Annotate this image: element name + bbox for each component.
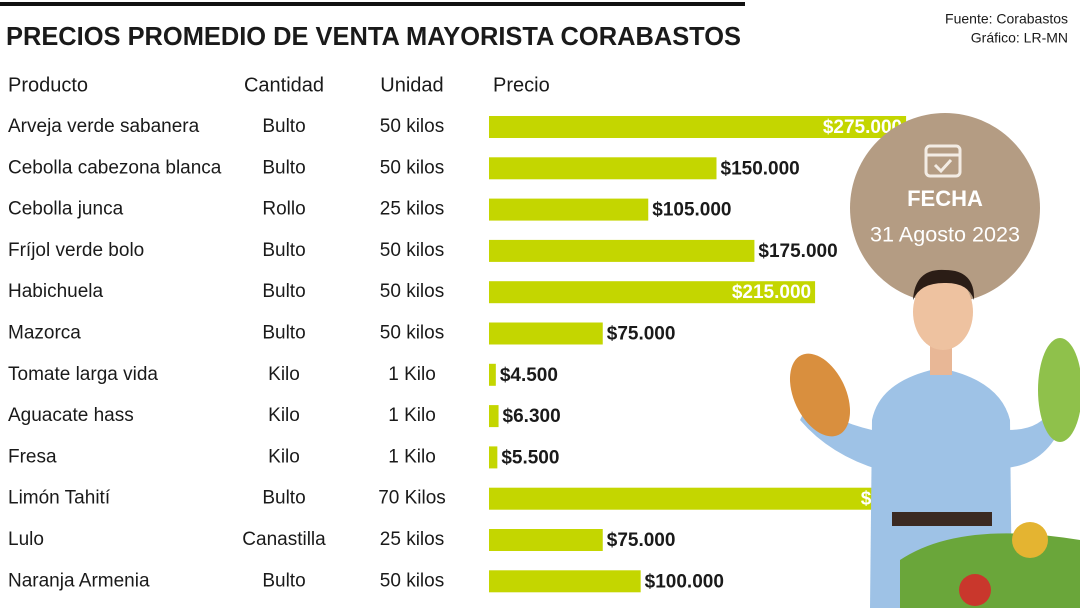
product: Fríjol verde bolo (8, 240, 144, 261)
product: Cebolla cabezona blanca (8, 157, 222, 178)
value-label: $75.000 (607, 324, 676, 345)
product: Habichuela (8, 281, 103, 302)
column-header: Unidad (380, 74, 443, 96)
head (913, 274, 973, 350)
bar (489, 487, 944, 510)
unit: 50 kilos (380, 240, 444, 261)
illustration: FECHA 31 Agosto 2023 (789, 113, 1080, 608)
unit: 50 kilos (380, 570, 444, 591)
bar (489, 446, 498, 469)
value-label: $5.500 (501, 447, 559, 468)
source: Fuente: Corabastos (945, 11, 1068, 27)
bar (489, 363, 496, 386)
value-label: $100.000 (645, 571, 724, 592)
bar (489, 157, 717, 180)
unit: 50 kilos (380, 281, 444, 302)
quantity: Kilo (268, 405, 300, 426)
quantity: Bulto (262, 157, 305, 178)
bar (489, 116, 907, 138)
column-header: Producto (8, 74, 88, 96)
unit: 25 kilos (380, 529, 444, 550)
product: Naranja Armenia (8, 570, 150, 591)
product: Limón Tahití (8, 488, 111, 509)
badge-title: FECHA (907, 186, 983, 211)
value-label: $4.500 (500, 365, 558, 386)
product: Lulo (8, 529, 44, 550)
product: Tomate larga vida (8, 364, 158, 385)
quantity: Bulto (262, 281, 305, 302)
unit: 1 Kilo (388, 446, 436, 467)
unit: 50 kilos (380, 116, 444, 137)
quantity: Rollo (262, 199, 305, 220)
bar (489, 281, 816, 304)
bar (489, 239, 755, 262)
quantity: Bulto (262, 488, 305, 509)
bar (489, 198, 649, 221)
value-label: $6.300 (503, 406, 561, 427)
value-label: $215.000 (732, 282, 811, 303)
bread (789, 353, 851, 437)
quantity: Kilo (268, 446, 300, 467)
calendar-icon (924, 144, 962, 178)
value-label: $175.000 (758, 241, 837, 262)
bar (489, 570, 641, 593)
unit: 25 kilos (380, 199, 444, 220)
quantity: Kilo (268, 364, 300, 385)
value-label: $150.000 (721, 158, 800, 179)
quantity: Bulto (262, 570, 305, 591)
quantity: Canastilla (242, 529, 326, 550)
value-label: $75.000 (607, 530, 676, 551)
product: Fresa (8, 446, 57, 467)
bars: Arveja verde sabanera Bulto 50 kilos $275.0… (8, 116, 944, 592)
product: Mazorca (8, 323, 81, 344)
bar (489, 322, 603, 345)
unit: 1 Kilo (388, 364, 436, 385)
unit: 50 kilos (380, 157, 444, 178)
product: Cebolla junca (8, 199, 124, 220)
product: Aguacate hass (8, 405, 134, 426)
badge (850, 113, 1040, 303)
badge-date: 31 Agosto 2023 (870, 224, 1020, 247)
bar (489, 529, 603, 551)
column-header: Precio (493, 74, 550, 96)
bar (489, 405, 499, 428)
chart-title: PRECIOS PROMEDIO DE VENTA MAYORISTA CORA… (6, 21, 741, 51)
lettuce (1038, 338, 1080, 442)
unit: 70 Kilos (378, 488, 446, 509)
value-label: $275.000 (823, 117, 902, 138)
product: Arveja verde sabanera (8, 116, 200, 137)
quantity: Bulto (262, 116, 305, 137)
value-label: $105.000 (652, 200, 731, 221)
quantity: Bulto (262, 323, 305, 344)
credit: Gráfico: LR-MN (971, 30, 1068, 46)
unit: 50 kilos (380, 323, 444, 344)
quantity: Bulto (262, 240, 305, 261)
column-header: Cantidad (244, 74, 324, 96)
unit: 1 Kilo (388, 405, 436, 426)
top-rule (0, 2, 745, 6)
